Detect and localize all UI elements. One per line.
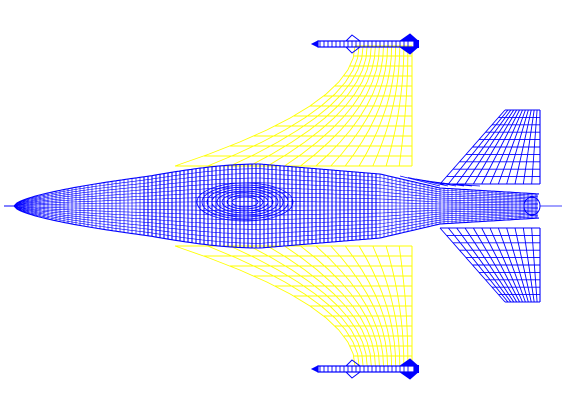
- missile-canard: [344, 371, 362, 379]
- missile-nose: [310, 40, 319, 48]
- fin-base-line: [399, 175, 441, 187]
- missile-tail-fin: [398, 371, 420, 380]
- upper-wingtip-missile: [310, 33, 420, 55]
- canopy-contour: [221, 192, 269, 212]
- upper-stabilizer-mesh: [439, 109, 541, 185]
- canopy-contour: [211, 188, 279, 216]
- canopy-contour: [231, 196, 259, 208]
- canopy-contour: [201, 184, 289, 220]
- missile-canard: [344, 359, 362, 367]
- fin-base-line: [439, 183, 481, 187]
- engine-nozzle: [523, 196, 541, 216]
- upper-wing-mesh: [174, 45, 413, 167]
- fin-base-line: [407, 177, 449, 187]
- canopy-contour: [216, 190, 274, 214]
- missile-tail-fin: [398, 33, 420, 42]
- missile-tail-fin: [398, 358, 420, 367]
- lower-wingtip-missile: [310, 358, 420, 380]
- missile-exhaust: [414, 365, 419, 373]
- fuselage-mesh: [4, 163, 562, 249]
- lower-stabilizer-mesh: [439, 227, 541, 303]
- missile-tail-fin: [398, 46, 420, 55]
- missile-canard: [344, 34, 362, 42]
- lower-wing-mesh: [174, 245, 413, 367]
- canopy-contour: [196, 182, 294, 222]
- missile-canard: [344, 46, 362, 54]
- canopy-contour: [206, 186, 284, 218]
- canopy-contour: [226, 194, 264, 210]
- missile-nose: [310, 365, 319, 373]
- missile-exhaust: [414, 40, 419, 48]
